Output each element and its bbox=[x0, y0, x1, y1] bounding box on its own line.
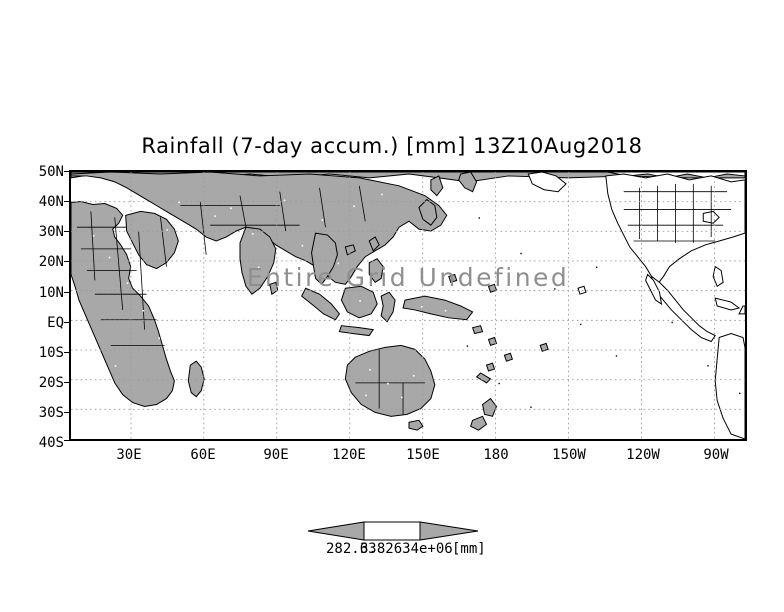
colorbar-graphic bbox=[307, 521, 479, 541]
us-state-borders bbox=[623, 183, 732, 243]
tasmania bbox=[408, 419, 424, 431]
y-tick-label: 20N bbox=[38, 254, 64, 270]
pacific-islands bbox=[487, 336, 498, 347]
y-tick-label: EQ bbox=[47, 315, 64, 331]
colorbar-center-box bbox=[363, 521, 421, 541]
alaska-landmass bbox=[527, 172, 567, 193]
political-borders bbox=[76, 183, 732, 415]
java bbox=[338, 325, 375, 337]
indochina-peninsula bbox=[311, 232, 338, 286]
x-tick-label: 150W bbox=[552, 447, 586, 463]
colorbar-min-label: 282.63 bbox=[326, 541, 377, 557]
data-noise-speckles bbox=[92, 193, 447, 399]
australia-state-borders bbox=[355, 349, 425, 415]
y-tick-mark bbox=[64, 201, 71, 202]
colorbar-labels: 282.63 3.82634e+06 [mm] bbox=[300, 541, 520, 559]
y-tick-label: 30N bbox=[38, 224, 64, 240]
cuba-island bbox=[714, 297, 741, 311]
south-america-landmass bbox=[714, 333, 745, 439]
y-tick-label: 10N bbox=[38, 285, 64, 301]
hainan-island bbox=[344, 244, 356, 256]
sulawesi bbox=[380, 291, 396, 323]
new-guinea bbox=[402, 295, 474, 321]
samoa-islands bbox=[539, 342, 549, 352]
y-tick-label: 10S bbox=[38, 345, 64, 361]
new-caledonia bbox=[475, 372, 492, 384]
x-tick-label: 150E bbox=[406, 447, 440, 463]
x-axis: 30E 60E 90E 120E 150E 180 150W 120W 90W bbox=[69, 444, 747, 468]
map-canvas bbox=[71, 172, 745, 439]
x-tick-label: 120E bbox=[332, 447, 366, 463]
x-tick-label: 30E bbox=[116, 447, 142, 463]
y-tick-mark bbox=[64, 231, 71, 232]
y-tick-mark bbox=[64, 440, 71, 441]
colorbar-max-label: 3.82634e+06 bbox=[360, 541, 453, 557]
africa-landmass bbox=[71, 201, 175, 407]
y-tick-mark bbox=[64, 352, 71, 353]
page-title: Rainfall (7-day accum.) [mm] 13Z10Aug201… bbox=[141, 134, 643, 158]
y-tick-mark bbox=[64, 292, 71, 293]
y-tick-label: 40S bbox=[38, 435, 64, 451]
micronesia-islands bbox=[448, 273, 458, 283]
sumatra bbox=[301, 287, 341, 321]
solomon-islands bbox=[471, 325, 484, 335]
y-tick-mark bbox=[64, 322, 71, 323]
taiwan-island bbox=[368, 236, 380, 252]
y-tick-label: 30S bbox=[38, 405, 64, 421]
borneo bbox=[340, 285, 378, 319]
x-tick-label: 60E bbox=[190, 447, 216, 463]
map-plot-frame bbox=[69, 170, 747, 441]
y-tick-mark bbox=[64, 261, 71, 262]
y-axis: 50N 40N 30N 20N 10N EQ 10S 20S 30S 40S bbox=[20, 165, 71, 450]
philippines bbox=[368, 258, 384, 284]
africa-country-borders bbox=[76, 211, 165, 346]
colorbar-left-arrow bbox=[307, 521, 365, 541]
madagascar bbox=[187, 360, 205, 398]
y-tick-label: 20S bbox=[38, 375, 64, 391]
x-tick-label: 90W bbox=[703, 447, 729, 463]
australia bbox=[344, 344, 436, 417]
y-tick-label: 40N bbox=[38, 194, 64, 210]
hispaniola-island bbox=[738, 305, 745, 315]
kamchatka bbox=[458, 172, 478, 193]
asia-country-borders bbox=[160, 185, 366, 267]
fiji-islands bbox=[503, 352, 514, 362]
mexico-landmass bbox=[650, 275, 716, 343]
colorbar-right-arrow bbox=[419, 521, 479, 541]
colorbar bbox=[300, 518, 486, 544]
map-gridlines bbox=[71, 172, 745, 439]
new-zealand bbox=[482, 397, 498, 417]
sakhalin-island bbox=[430, 175, 444, 197]
map-vector-layer bbox=[71, 172, 745, 439]
y-tick-mark bbox=[64, 171, 71, 172]
vanuatu-islands bbox=[485, 362, 496, 372]
x-tick-label: 180 bbox=[483, 447, 509, 463]
baja-california bbox=[645, 273, 663, 306]
y-tick-mark bbox=[64, 412, 71, 413]
y-tick-mark bbox=[64, 382, 71, 383]
florida-peninsula bbox=[712, 265, 724, 288]
colorbar-units-label: [mm] bbox=[452, 541, 486, 557]
y-tick-label: 50N bbox=[38, 164, 64, 180]
new-zealand-south bbox=[470, 415, 488, 431]
x-tick-label: 90E bbox=[263, 447, 289, 463]
x-tick-label: 120W bbox=[626, 447, 660, 463]
data-noise-speckles-dark bbox=[466, 217, 741, 408]
